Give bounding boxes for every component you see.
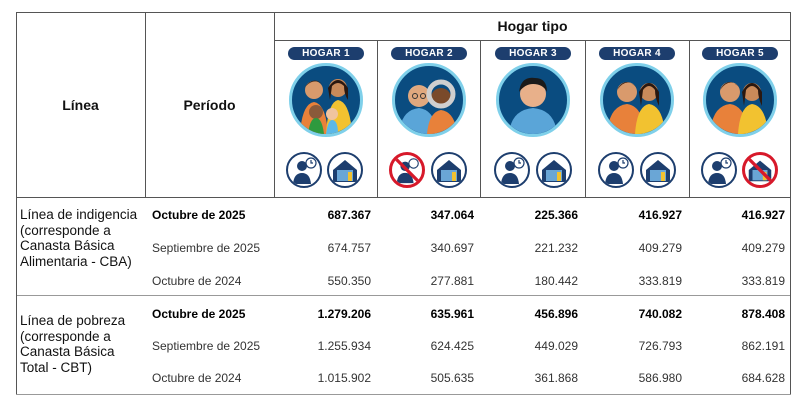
periodo-cell: Octubre de 2024 [152, 274, 242, 288]
value-cell: 449.029 [534, 339, 578, 353]
family-four-illustration [289, 63, 363, 137]
header-col-divider-2 [274, 12, 275, 198]
section-divider [16, 295, 791, 296]
house-icon [536, 152, 572, 188]
header-col-divider-4 [480, 40, 481, 198]
value-cell: 687.367 [327, 208, 371, 222]
hogar-2-badge: HOGAR 2 [391, 47, 467, 60]
worker-clock-icon-crossed [389, 152, 425, 188]
periodo-cell: Octubre de 2025 [152, 307, 246, 321]
header-col-divider-5 [585, 40, 586, 198]
value-cell: 416.927 [741, 208, 785, 222]
value-cell: 684.628 [741, 371, 785, 385]
value-cell: 456.896 [534, 307, 578, 321]
house-icon [640, 152, 676, 188]
periodo-cell: Octubre de 2025 [152, 208, 246, 222]
value-cell: 878.408 [741, 307, 785, 321]
value-cell: 416.927 [638, 208, 682, 222]
value-cell: 225.366 [534, 208, 578, 222]
value-cell: 740.082 [638, 307, 682, 321]
header-col-divider-1 [145, 12, 146, 198]
worker-clock-icon [494, 152, 530, 188]
linea-indigencia-label: Línea de indigencia (corresponde a Canas… [20, 207, 138, 269]
hogar-tipo-divider [274, 40, 791, 41]
value-cell: 333.819 [741, 274, 785, 288]
value-cell: 1.015.902 [317, 371, 371, 385]
periodo-cell: Septiembre de 2025 [152, 339, 261, 353]
value-cell: 340.697 [430, 241, 474, 255]
body-bottom-border [16, 394, 791, 395]
hogar-3-badge: HOGAR 3 [495, 47, 571, 60]
worker-clock-icon [701, 152, 737, 188]
value-cell: 550.350 [327, 274, 371, 288]
value-cell: 409.279 [741, 241, 785, 255]
value-cell: 624.425 [430, 339, 474, 353]
house-icon-crossed [742, 152, 778, 188]
header-top-border [16, 12, 791, 13]
periodo-cell: Octubre de 2024 [152, 371, 242, 385]
value-cell: 586.980 [638, 371, 682, 385]
hogar-tipo-header: Hogar tipo [497, 18, 568, 34]
couple-illustration-b [703, 63, 777, 137]
couple-illustration-a [600, 63, 674, 137]
value-cell: 635.961 [430, 307, 474, 321]
body-right-border [790, 198, 791, 394]
value-cell: 409.279 [638, 241, 682, 255]
periodo-cell: Septiembre de 2025 [152, 241, 261, 255]
house-icon [431, 152, 467, 188]
house-icon [327, 152, 363, 188]
header-col-divider-3 [377, 40, 378, 198]
worker-clock-icon [286, 152, 322, 188]
header-col-divider-6 [689, 40, 690, 198]
value-cell: 221.232 [534, 241, 578, 255]
value-cell: 333.819 [638, 274, 682, 288]
value-cell: 1.255.934 [317, 339, 371, 353]
linea-pobreza-label: Línea de pobreza (corresponde a Canasta … [20, 313, 126, 375]
value-cell: 505.635 [430, 371, 474, 385]
value-cell: 180.442 [534, 274, 578, 288]
value-cell: 1.279.206 [317, 307, 371, 321]
header-bottom-border [16, 197, 791, 198]
hogar-4-badge: HOGAR 4 [599, 47, 675, 60]
single-adult-illustration [496, 63, 570, 137]
header-right-border [790, 12, 791, 198]
value-cell: 277.881 [430, 274, 474, 288]
periodo-header: Período [183, 97, 236, 113]
value-cell: 862.191 [741, 339, 785, 353]
value-cell: 361.868 [534, 371, 578, 385]
value-cell: 726.793 [638, 339, 682, 353]
worker-clock-icon [598, 152, 634, 188]
value-cell: 347.064 [430, 208, 474, 222]
linea-header: Línea [62, 97, 99, 113]
hogar-5-badge: HOGAR 5 [702, 47, 778, 60]
header-left-border [16, 12, 17, 198]
elderly-couple-illustration [392, 63, 466, 137]
body-left-border [16, 198, 17, 394]
value-cell: 674.757 [327, 241, 371, 255]
hogar-1-badge: HOGAR 1 [288, 47, 364, 60]
